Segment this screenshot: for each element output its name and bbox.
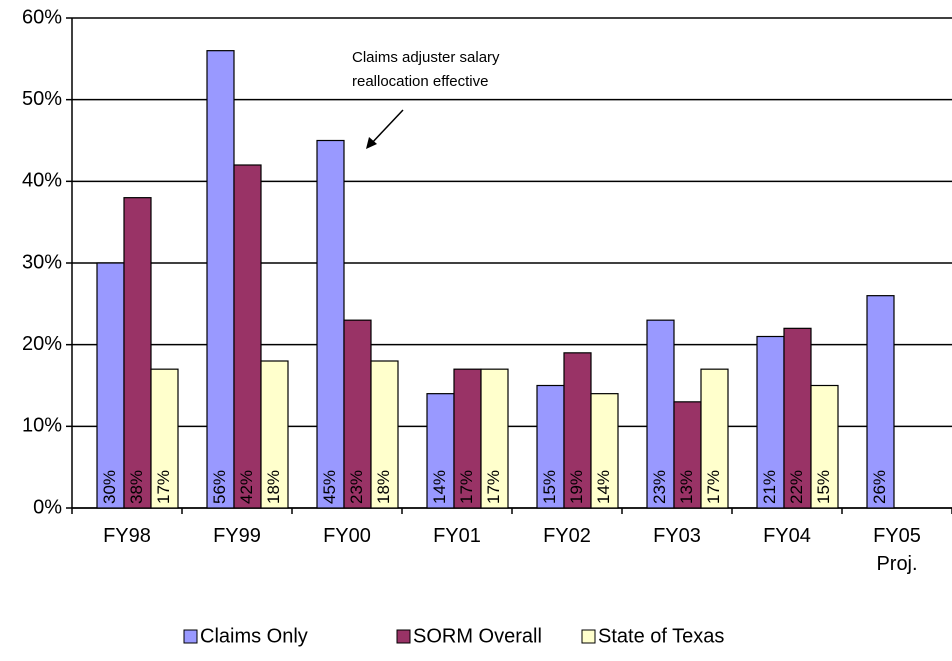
value-label: 18% [374,470,393,504]
legend-label: Claims Only [200,625,308,647]
bar [700,368,729,509]
y-tick-label: 20% [22,333,62,355]
annotation-arrowhead [366,137,377,149]
x-tick-label: FY00 [323,525,371,547]
x-tick-label: FY99 [213,525,261,547]
value-label: 15% [814,470,833,504]
annotation: Claims adjuster salary [352,49,500,66]
x-tick-label: FY04 [763,525,811,547]
bar [96,262,125,509]
value-label: 18% [264,470,283,504]
value-label: 14% [594,470,613,504]
y-tick-label: 30% [22,251,62,273]
value-label: 23% [347,470,366,504]
legend-swatch [183,629,198,644]
legend-label: State of Texas [598,625,724,647]
value-label: 17% [704,470,723,504]
y-tick-label: 0% [33,496,62,518]
value-label: 42% [237,470,256,504]
bar [673,401,702,509]
bar [233,164,262,509]
annotation: reallocation effective [352,73,488,90]
bar [563,352,592,509]
x-tick-label: FY05 Proj. [873,525,921,575]
value-label: 13% [677,470,696,504]
bar [536,384,565,509]
bar [783,327,812,509]
bar [756,335,785,509]
bar [123,197,152,509]
x-tick-label: FY98 [103,525,151,547]
value-label: 22% [787,470,806,504]
value-label: 17% [154,470,173,504]
bar [150,368,179,509]
value-label: 14% [430,470,449,504]
bar [866,295,895,509]
y-tick-label: 40% [22,170,62,192]
bar [810,384,839,509]
legend-swatch [396,629,411,644]
value-label: 17% [457,470,476,504]
x-tick-label: FY03 [653,525,701,547]
y-tick-label: 50% [22,88,62,110]
value-label: 56% [210,470,229,504]
value-label: 15% [540,470,559,504]
value-label: 45% [320,470,339,504]
bar [480,368,509,509]
bar [316,139,345,509]
bar [343,319,372,509]
y-tick-label: 60% [22,6,62,28]
bar [646,319,675,509]
value-label: 26% [870,470,889,504]
bar [206,50,235,509]
legend-label: SORM Overall [413,625,542,647]
value-label: 19% [567,470,586,504]
value-label: 21% [760,470,779,504]
bar [590,393,619,509]
value-label: 23% [650,470,669,504]
value-label: 38% [127,470,146,504]
value-label: 30% [100,470,119,504]
bar [260,360,289,509]
value-label: 17% [484,470,503,504]
annotation-arrow [369,109,404,146]
bar [370,360,399,509]
x-tick-label: FY01 [433,525,481,547]
bar [426,393,455,509]
x-tick-label: FY02 [543,525,591,547]
y-tick-label: 10% [22,415,62,437]
legend-swatch [581,629,596,644]
